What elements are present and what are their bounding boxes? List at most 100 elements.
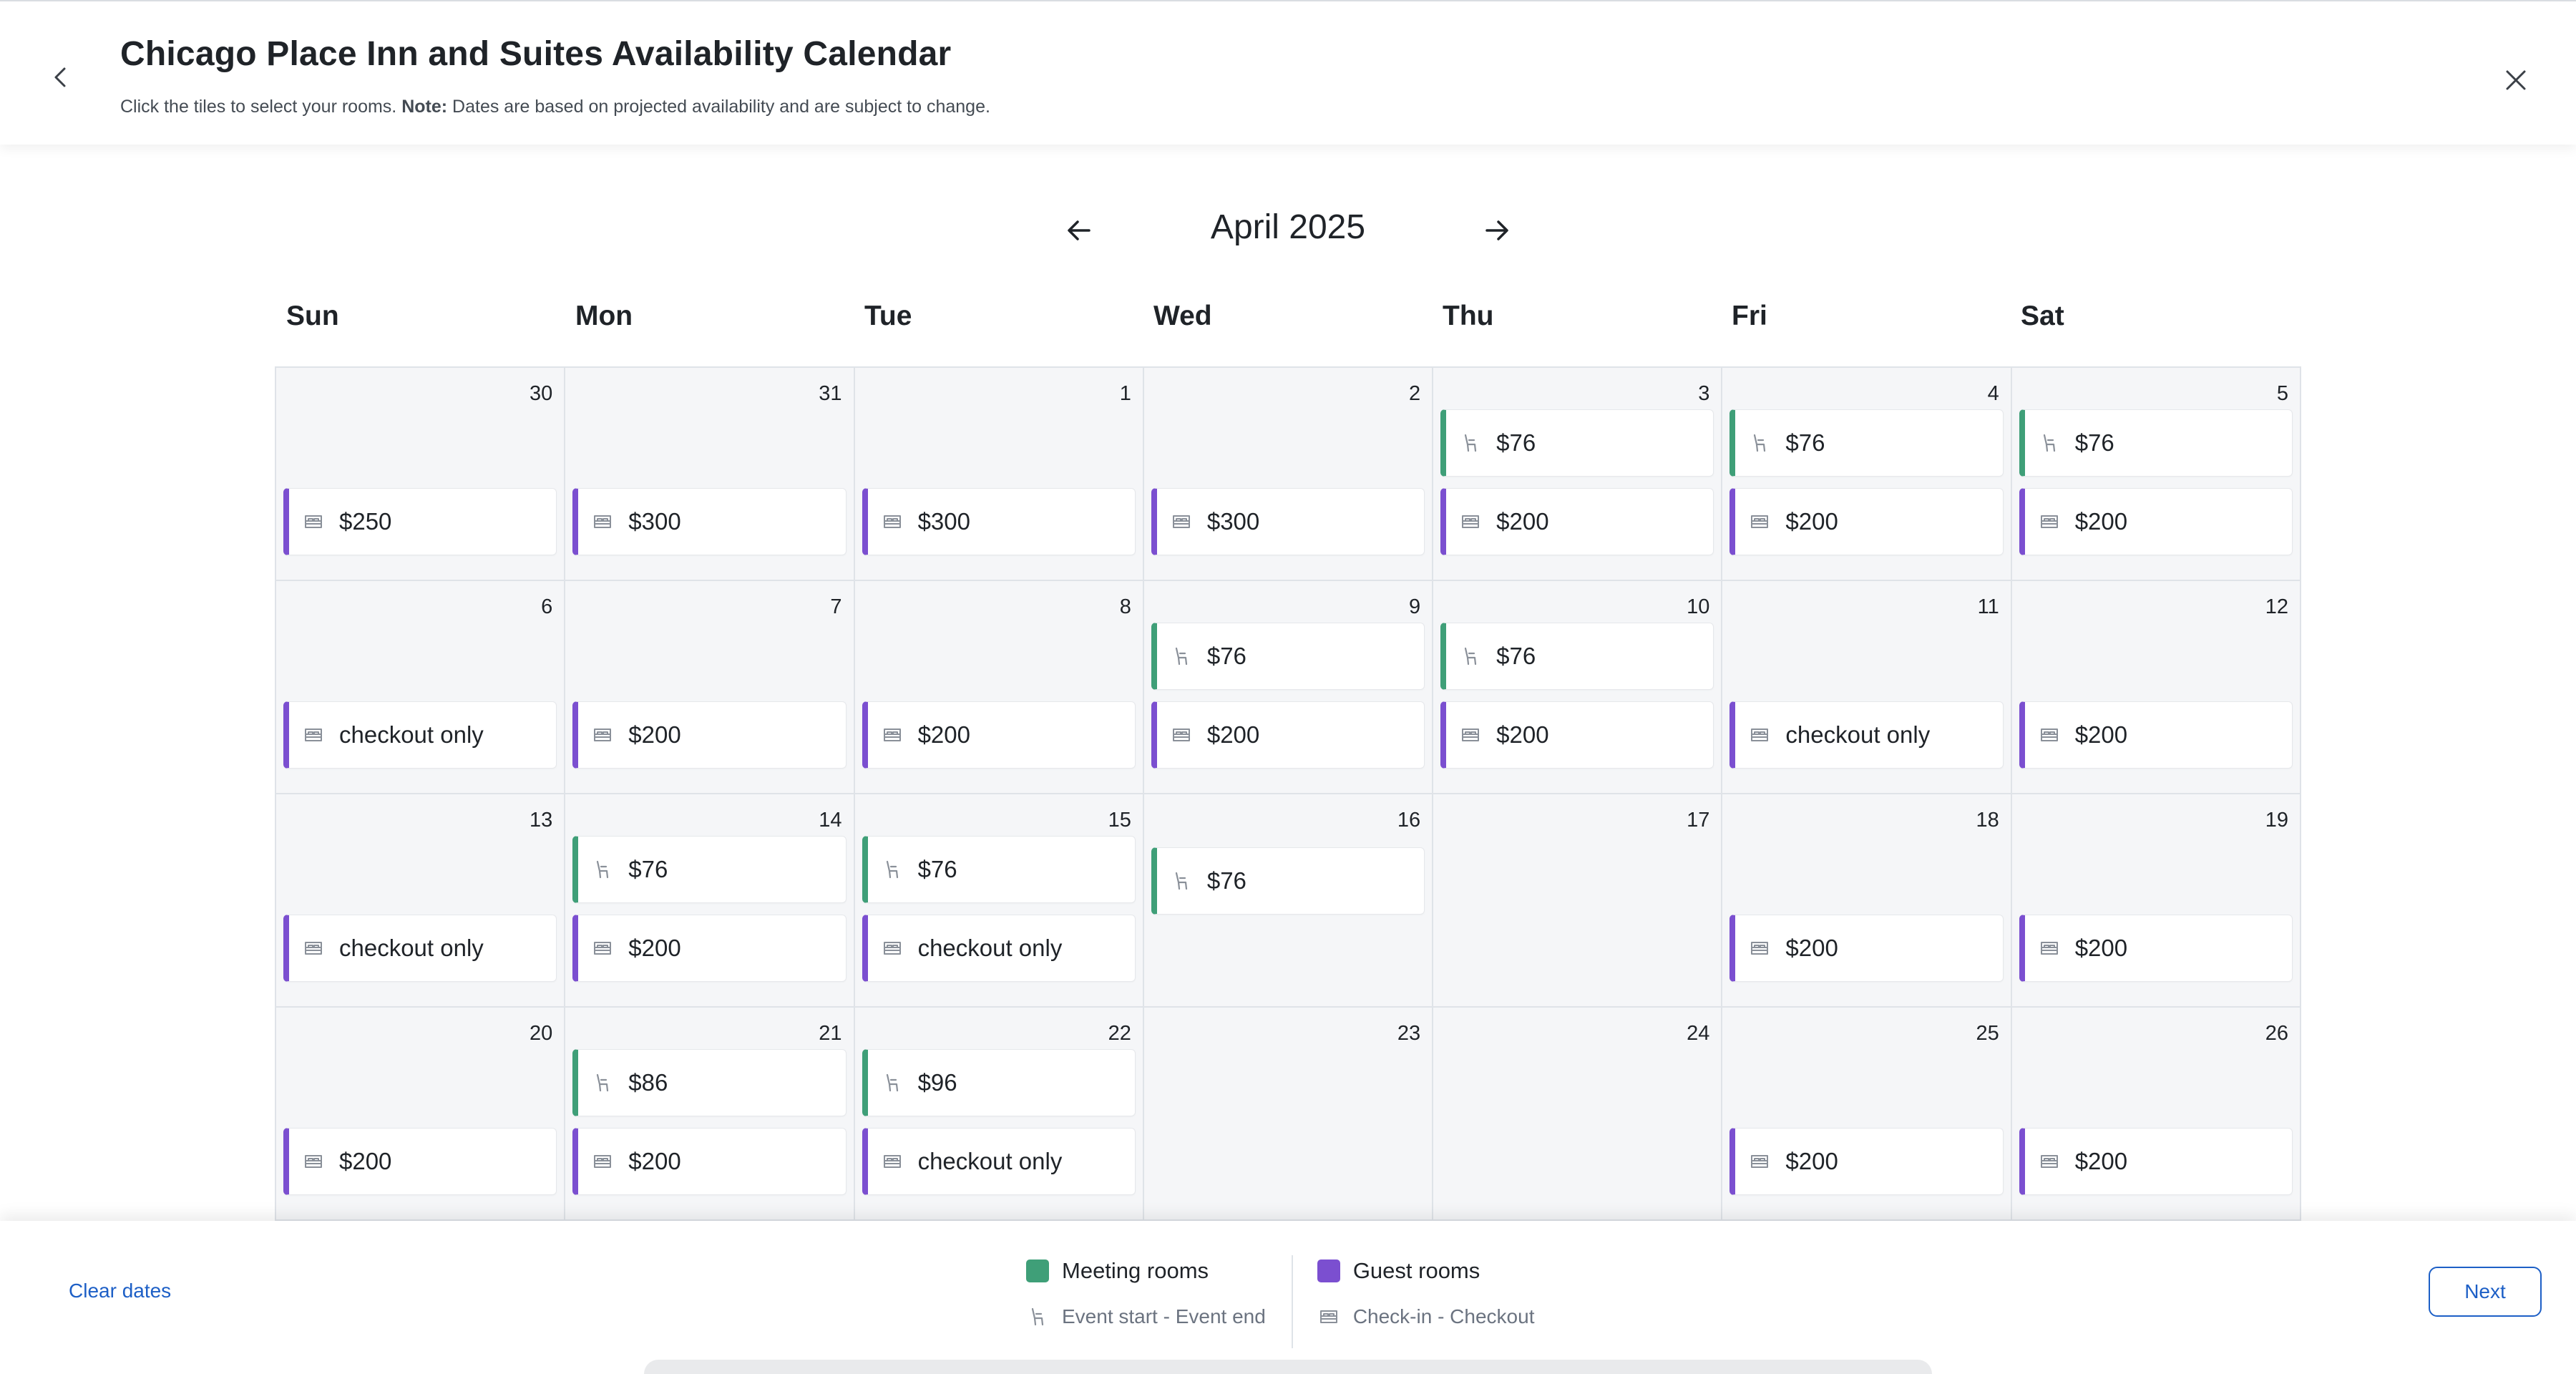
day-number: 9	[1409, 595, 1421, 618]
close-button[interactable]	[2497, 62, 2534, 99]
day-tiles: $76 $200	[1729, 409, 2004, 555]
day-tiles: $96 checkout only	[862, 1049, 1136, 1195]
tile-label: $200	[628, 935, 681, 961]
legend-meeting-rooms: Meeting rooms Event start - Event end	[1026, 1255, 1292, 1348]
meeting-room-tile[interactable]: $76	[862, 836, 1136, 903]
tile-label: checkout only	[917, 1148, 1063, 1174]
guest-room-tile[interactable]: $200	[2019, 488, 2293, 555]
day-number: 30	[530, 382, 553, 405]
tile-label: $300	[1206, 508, 1260, 535]
day-cell: 15 $76 checkout only	[854, 794, 1144, 1008]
guest-room-tile[interactable]: $200	[1440, 701, 1714, 769]
guest-room-tile[interactable]: $300	[1151, 488, 1425, 555]
bed-icon	[302, 1150, 325, 1173]
guest-room-tile[interactable]: $300	[862, 488, 1136, 555]
tile-label: $200	[1496, 721, 1549, 748]
guest-room-tile[interactable]: checkout only	[283, 701, 557, 769]
day-cell: 9 $76 $200	[1143, 581, 1434, 794]
clear-dates-link[interactable]: Clear dates	[69, 1280, 172, 1302]
tile-label: $76	[1206, 643, 1246, 669]
previous-month-button[interactable]	[1059, 210, 1099, 250]
day-cell: 24	[1433, 1008, 1723, 1221]
bed-icon	[1170, 723, 1193, 746]
tile-label: $76	[917, 856, 957, 882]
day-cell: 12 $200	[2011, 581, 2301, 794]
guest-room-tile[interactable]: $200	[862, 701, 1136, 769]
day-tiles: $200	[862, 701, 1136, 769]
day-cell: 22 $96 checkout only	[854, 1008, 1144, 1221]
day-number: 1	[1119, 382, 1131, 405]
day-cell: 30 $250	[276, 368, 566, 581]
meeting-room-tile[interactable]: $96	[862, 1049, 1136, 1116]
next-month-button[interactable]	[1477, 210, 1517, 250]
guest-room-tile[interactable]: $200	[1729, 488, 2004, 555]
tile-label: $200	[1206, 721, 1260, 748]
guest-room-tile[interactable]: $200	[2019, 915, 2293, 982]
legend: Meeting rooms Event start - Event end Gu…	[1026, 1255, 1560, 1348]
tile-label: $76	[2074, 429, 2114, 456]
meeting-room-tile[interactable]: $76	[1151, 623, 1425, 690]
tile-label: $200	[1785, 508, 1838, 535]
day-number: 13	[530, 809, 553, 832]
day-tiles: $200	[1729, 915, 2004, 982]
weekday-label: Sat	[2021, 301, 2064, 331]
guest-room-tile[interactable]: checkout only	[862, 915, 1136, 982]
day-number: 8	[1119, 595, 1131, 618]
meeting-room-tile[interactable]: $76	[1151, 847, 1425, 915]
meeting-room-tile[interactable]: $76	[2019, 409, 2293, 477]
weekday-label: Mon	[575, 301, 633, 331]
guest-room-tile[interactable]: $200	[2019, 1128, 2293, 1195]
bed-icon	[591, 1150, 614, 1173]
guest-room-tile[interactable]: $200	[572, 915, 847, 982]
tile-label: $96	[917, 1069, 957, 1096]
back-button[interactable]	[44, 62, 76, 93]
header: Chicago Place Inn and Suites Availabilit…	[0, 0, 2576, 145]
guest-room-tile[interactable]: checkout only	[283, 915, 557, 982]
guest-room-tile[interactable]: $250	[283, 488, 557, 555]
bed-icon	[1459, 723, 1482, 746]
bed-icon	[2038, 937, 2061, 960]
guest-room-tile[interactable]: checkout only	[1729, 701, 2004, 769]
day-number: 16	[1397, 809, 1421, 832]
day-tiles: $86 $200	[572, 1049, 847, 1195]
guest-room-tile[interactable]: $200	[1729, 915, 2004, 982]
guest-room-tile[interactable]: $200	[572, 1128, 847, 1195]
calendar-grid: 30 $250 31 $300 1 $300 2 $300 3 $76 $200 4 $76 $200 5 $…	[275, 366, 2301, 1221]
legend-guest-rooms: Guest rooms Check-in - Checkout	[1291, 1255, 1561, 1348]
guest-room-tile[interactable]: $200	[572, 701, 847, 769]
chair-icon	[591, 1071, 614, 1094]
day-tiles: $200	[2019, 701, 2293, 769]
weekday-label: Fri	[1732, 301, 1767, 331]
guest-room-tile[interactable]: $200	[1151, 701, 1425, 769]
guest-room-tile[interactable]: $200	[1729, 1128, 2004, 1195]
meeting-room-tile[interactable]: $76	[572, 836, 847, 903]
tile-label: $86	[628, 1069, 668, 1096]
guest-room-tile[interactable]: $200	[283, 1128, 557, 1195]
tile-label: $200	[628, 1148, 681, 1174]
guest-room-tile[interactable]: $200	[2019, 701, 2293, 769]
bed-icon	[1748, 723, 1771, 746]
day-cell: 26 $200	[2011, 1008, 2301, 1221]
day-tiles: checkout only	[283, 701, 557, 769]
tile-label: $200	[628, 721, 681, 748]
tile-label: $200	[2074, 508, 2128, 535]
tile-label: $200	[1496, 508, 1549, 535]
meeting-room-tile[interactable]: $76	[1440, 623, 1714, 690]
meeting-room-tile[interactable]: $86	[572, 1049, 847, 1116]
footer-bar: Clear dates Meeting rooms Event start - …	[0, 1221, 2576, 1374]
day-cell: 4 $76 $200	[1722, 368, 2012, 581]
tile-label: $76	[1785, 429, 1825, 456]
bed-icon	[1748, 510, 1771, 533]
meeting-room-tile[interactable]: $76	[1440, 409, 1714, 477]
meeting-room-tile[interactable]: $76	[1729, 409, 2004, 477]
guest-room-tile[interactable]: $200	[1440, 488, 1714, 555]
tile-label: $200	[2074, 935, 2128, 961]
day-cell: 3 $76 $200	[1433, 368, 1723, 581]
guest-room-tile[interactable]: checkout only	[862, 1128, 1136, 1195]
day-cell: 14 $76 $200	[565, 794, 855, 1008]
subtitle-text: Click the tiles to select your rooms.	[120, 97, 397, 117]
guest-room-tile[interactable]: $300	[572, 488, 847, 555]
tile-label: checkout only	[339, 721, 484, 748]
weekday-label: Sun	[286, 301, 339, 331]
next-button[interactable]: Next	[2429, 1267, 2542, 1317]
